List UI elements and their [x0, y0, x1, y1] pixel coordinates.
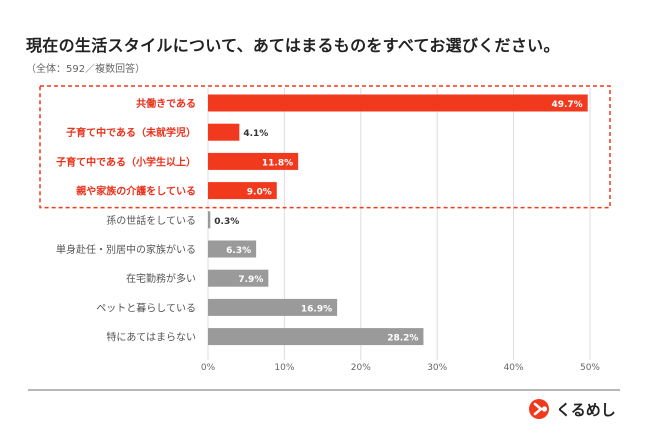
value-label: 16.9% — [301, 304, 332, 314]
value-label: 11.8% — [262, 158, 293, 168]
value-label: 7.9% — [238, 275, 263, 285]
x-tick-label: 0% — [201, 363, 216, 373]
brand-name: くるめし — [556, 400, 616, 419]
highlight-frame — [39, 85, 611, 209]
category-label: 子育て中である（小学生以上） — [56, 155, 196, 168]
category-label: ペットと暮らしている — [96, 301, 196, 314]
footer-divider — [28, 389, 620, 391]
category-label: 特にあてはまらない — [106, 332, 196, 344]
brand-logo: くるめし — [528, 396, 616, 422]
x-tick-label: 10% — [274, 363, 294, 373]
bar — [208, 328, 424, 346]
category-label: 孫の世話をしている — [106, 214, 196, 227]
value-label: 49.7% — [551, 100, 582, 110]
bar — [208, 182, 277, 200]
bar — [208, 123, 240, 141]
value-label: 0.3% — [214, 217, 239, 227]
value-label: 6.3% — [226, 246, 251, 256]
category-label: 在宅勤務が多い — [126, 272, 196, 285]
bar — [208, 240, 257, 258]
bar — [208, 211, 211, 229]
bar — [208, 94, 588, 112]
bar — [208, 152, 299, 170]
x-tick-label: 30% — [427, 363, 447, 373]
category-label: 単身赴任・別居中の家族がいる — [56, 243, 196, 256]
bar — [208, 298, 338, 316]
bar — [208, 269, 269, 287]
chart-title: 現在の生活スタイルについて、あてはまるものをすべてお選びください。 — [26, 36, 560, 55]
x-tick-label: 20% — [351, 363, 371, 373]
value-label: 9.0% — [247, 188, 272, 198]
value-label: 28.2% — [387, 334, 418, 344]
category-label: 親や家族の介護をしている — [76, 185, 196, 198]
x-tick-label: 40% — [504, 363, 524, 373]
x-tick-label: 50% — [580, 363, 600, 373]
value-label: 4.1% — [243, 129, 268, 139]
kurumeshi-logo-icon — [529, 399, 549, 419]
chart-subtitle: （全体：592／複数回答） — [26, 64, 146, 75]
category-label: 共働きである — [136, 97, 196, 110]
category-label: 子育て中である（未就学児） — [66, 126, 196, 139]
